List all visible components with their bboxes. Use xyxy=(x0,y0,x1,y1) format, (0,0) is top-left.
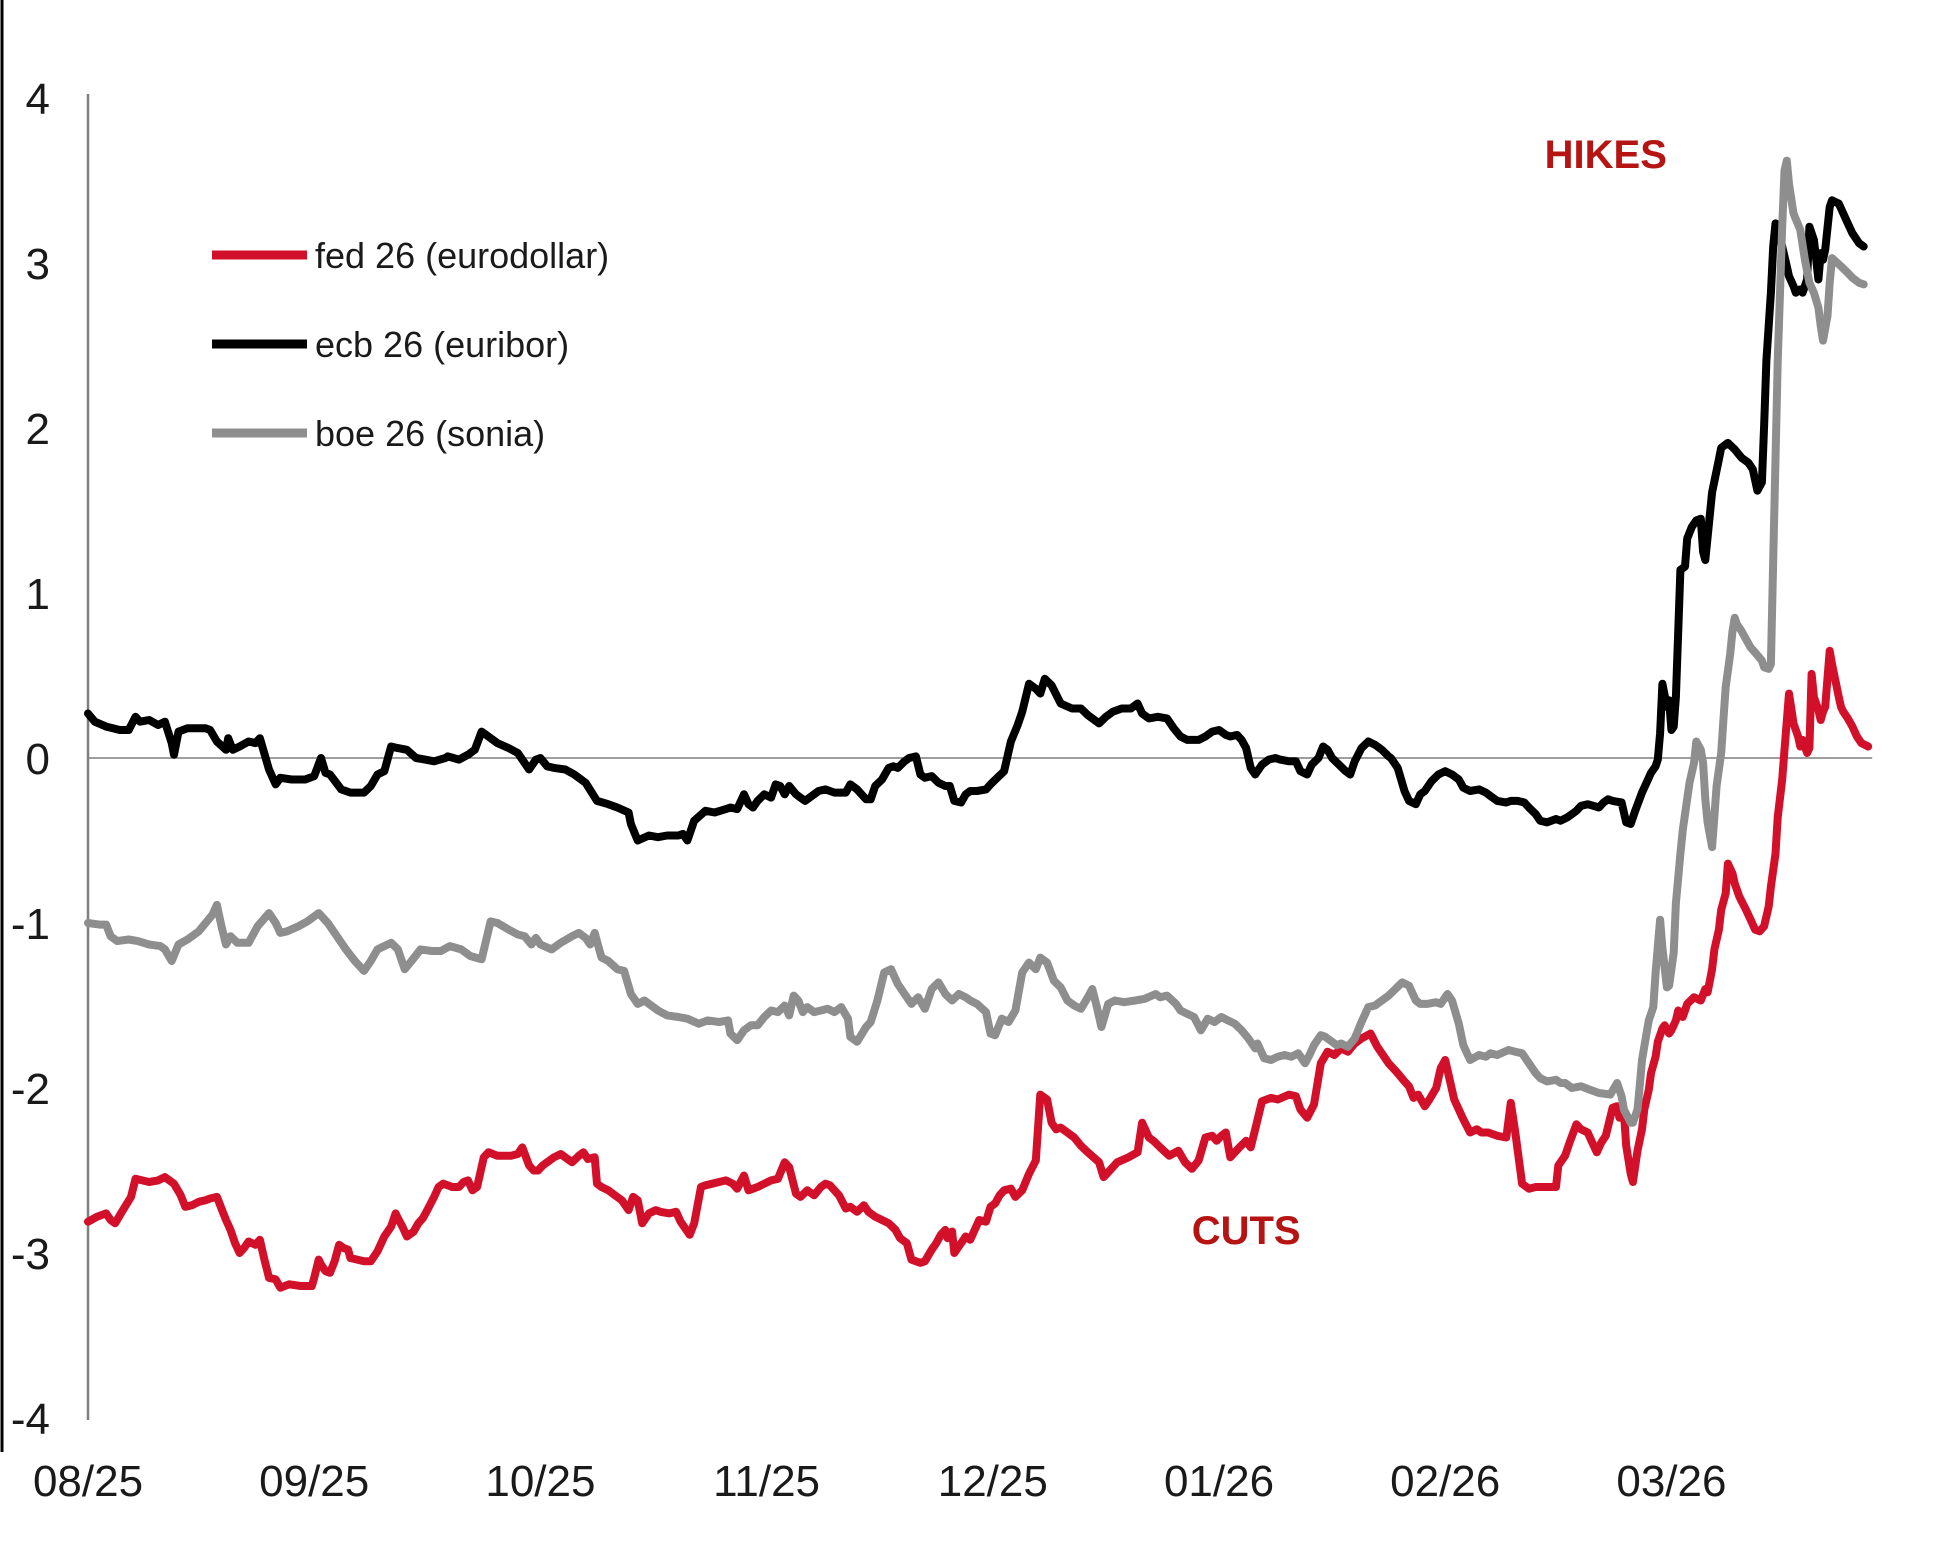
x-axis-tick-label: 12/25 xyxy=(938,1457,1048,1506)
legend-label-ecb: ecb 26 (euribor) xyxy=(315,324,569,365)
x-axis-tick-label: 11/25 xyxy=(713,1457,820,1506)
legend-label-boe: boe 26 (sonia) xyxy=(315,413,545,454)
y-axis-tick-label: -4 xyxy=(11,1395,50,1444)
y-axis-tick-label: 4 xyxy=(26,75,50,124)
y-axis-tick-label: -1 xyxy=(11,900,50,949)
x-axis-tick-label: 08/25 xyxy=(33,1457,143,1506)
x-axis-tick-label: 10/25 xyxy=(485,1457,595,1506)
tick-labels-group: 4 3 2 1 0 -1 -2 -3 -4 08/25 09/25 10/25 11/25 12/25 01… xyxy=(11,75,1727,1506)
series-group xyxy=(84,156,1873,1292)
legend-label-fed: fed 26 (eurodollar) xyxy=(315,235,609,276)
y-axis-tick-label: 3 xyxy=(26,240,50,289)
series-line-2 xyxy=(84,156,1868,1127)
y-axis-tick-label: 2 xyxy=(26,405,50,454)
y-axis-tick-label: -3 xyxy=(11,1230,50,1279)
hikes-annotation: HIKES xyxy=(1545,133,1667,177)
series-line-1 xyxy=(84,196,1868,845)
x-axis-tick-label: 03/26 xyxy=(1616,1457,1726,1506)
y-axis-tick-label: -2 xyxy=(11,1065,50,1114)
x-axis-tick-label: 02/26 xyxy=(1390,1457,1500,1506)
x-axis-tick-label: 09/25 xyxy=(259,1457,369,1506)
cuts-annotation: CUTS xyxy=(1192,1209,1301,1253)
x-axis-tick-label: 01/26 xyxy=(1164,1457,1274,1506)
y-axis-tick-label: 1 xyxy=(26,570,50,619)
series-line-0 xyxy=(84,646,1873,1292)
y-axis-tick-label: 0 xyxy=(26,735,50,784)
legend: fed 26 (eurodollar) ecb 26 (euribor) boe… xyxy=(212,235,609,454)
